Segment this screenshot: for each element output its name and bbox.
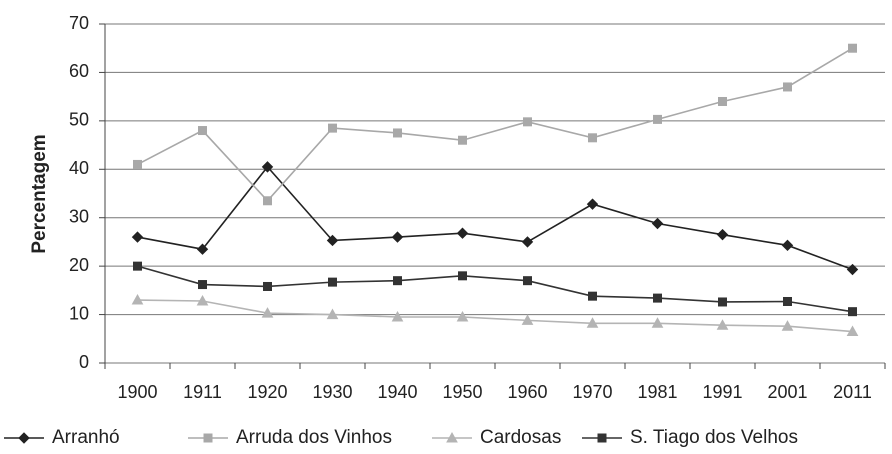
point — [263, 196, 272, 206]
point — [588, 133, 597, 143]
point — [198, 126, 207, 136]
series-line — [137, 47, 853, 202]
point — [846, 263, 859, 276]
point — [133, 261, 142, 271]
series-line — [137, 165, 853, 271]
x-tick-label: 1920 — [247, 382, 287, 402]
point — [523, 276, 532, 286]
point — [718, 96, 727, 106]
point — [521, 314, 534, 325]
point — [326, 234, 339, 247]
point — [588, 291, 597, 301]
point — [783, 296, 792, 306]
point — [456, 310, 469, 322]
point — [523, 117, 532, 127]
point — [326, 308, 339, 320]
y-tick-label: 50 — [69, 110, 89, 130]
series-line — [137, 299, 853, 333]
series-line — [137, 265, 853, 313]
point — [718, 297, 727, 307]
point — [393, 128, 402, 138]
point — [586, 198, 599, 210]
x-tick-label: 2011 — [833, 382, 872, 402]
y-axis-label: Percentagem — [29, 134, 50, 253]
point — [131, 294, 144, 305]
point — [653, 293, 662, 303]
y-tick-label: 70 — [69, 13, 89, 33]
point — [328, 123, 337, 133]
point — [328, 277, 337, 287]
point — [391, 231, 404, 243]
y-tick-label: 30 — [69, 206, 89, 226]
point — [458, 271, 467, 281]
x-tick-label: 1960 — [507, 382, 547, 402]
legend-label: S. Tiago dos Velhos — [630, 427, 798, 448]
point — [783, 82, 792, 92]
legend-marker — [18, 432, 30, 444]
point — [196, 294, 209, 306]
x-tick-label: 1930 — [312, 382, 352, 402]
point — [651, 217, 664, 230]
point — [716, 228, 729, 241]
point — [133, 159, 142, 169]
x-tick-label: 1940 — [377, 382, 417, 402]
y-tick-label: 60 — [69, 61, 89, 81]
point — [521, 236, 534, 248]
point — [651, 317, 664, 328]
point — [196, 243, 209, 255]
legend-marker — [446, 431, 458, 443]
legend-marker — [203, 433, 213, 443]
point — [263, 281, 272, 291]
legend-label: Arruda dos Vinhos — [236, 427, 392, 448]
point — [586, 317, 599, 328]
x-tick-label: 1950 — [442, 382, 482, 402]
point — [848, 307, 857, 317]
point — [848, 43, 857, 53]
point — [846, 325, 859, 337]
legend-label: Cardosas — [480, 427, 561, 448]
x-tick-label: 1991 — [702, 382, 742, 402]
point — [716, 319, 729, 330]
point — [131, 231, 144, 243]
y-tick-label: 10 — [69, 303, 89, 323]
point — [198, 280, 207, 290]
point — [261, 161, 274, 173]
y-tick-label: 40 — [69, 158, 89, 178]
point — [391, 310, 404, 322]
point — [781, 320, 794, 331]
point — [458, 135, 467, 145]
x-tick-label: 1900 — [117, 382, 157, 402]
point — [261, 307, 274, 318]
point — [393, 276, 402, 286]
point — [781, 239, 794, 252]
x-tick-label: 1970 — [572, 382, 612, 402]
point — [456, 227, 469, 239]
x-tick-label: 1981 — [637, 382, 677, 402]
legend-label: Arranhó — [52, 427, 120, 448]
legend-marker — [597, 433, 607, 443]
x-tick-label: 1911 — [183, 382, 222, 402]
y-tick-label: 0 — [79, 352, 89, 372]
x-tick-label: 2001 — [767, 382, 807, 402]
y-tick-label: 20 — [69, 255, 89, 275]
point — [653, 114, 662, 124]
